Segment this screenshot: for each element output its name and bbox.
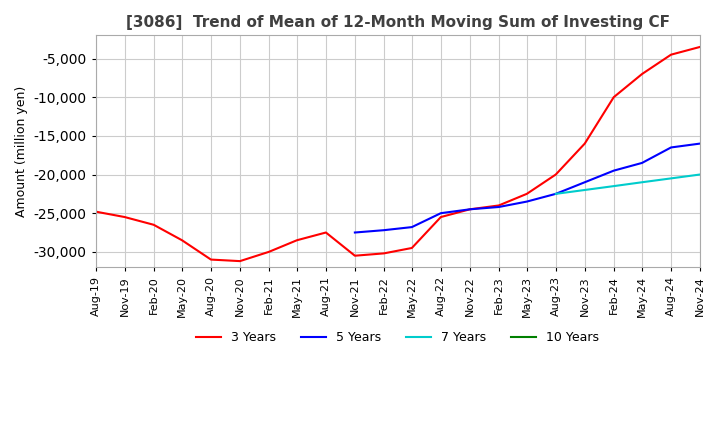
Line: 3 Years: 3 Years <box>96 47 700 261</box>
Legend: 3 Years, 5 Years, 7 Years, 10 Years: 3 Years, 5 Years, 7 Years, 10 Years <box>192 326 605 349</box>
Line: 7 Years: 7 Years <box>556 175 700 194</box>
Line: 5 Years: 5 Years <box>355 143 700 232</box>
Y-axis label: Amount (million yen): Amount (million yen) <box>15 86 28 217</box>
Title: [3086]  Trend of Mean of 12-Month Moving Sum of Investing CF: [3086] Trend of Mean of 12-Month Moving … <box>126 15 670 30</box>
